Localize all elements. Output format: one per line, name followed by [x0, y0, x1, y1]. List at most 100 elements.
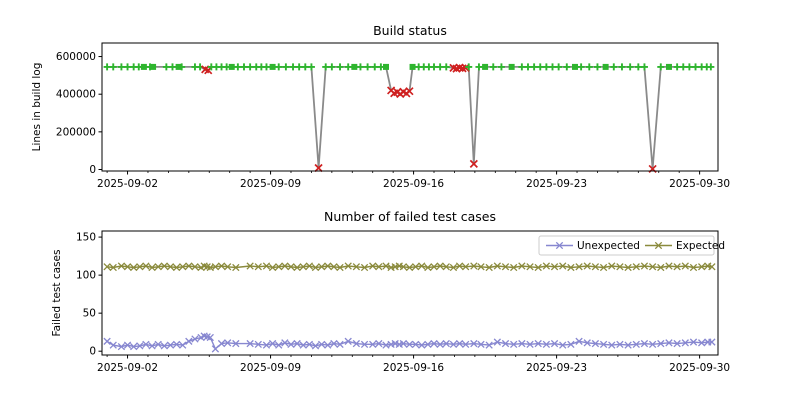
expected-x-marker — [375, 263, 383, 271]
ok-build-plus-marker — [524, 63, 532, 71]
ok-build-plus-marker — [356, 63, 364, 71]
expected-x-marker — [217, 262, 226, 270]
unexpected-x-marker — [449, 340, 458, 349]
x-tick-label: 2025-09-02 — [97, 178, 158, 190]
ok-build-square-marker — [269, 63, 276, 70]
ok-build-plus-marker — [692, 63, 700, 71]
ok-build-plus-marker — [618, 63, 626, 71]
y-tick-label: 0 — [89, 346, 96, 358]
ok-build-plus-marker — [442, 63, 450, 71]
y-tick-label: 600000 — [56, 51, 96, 63]
unexpected-x-marker — [411, 340, 420, 349]
y-axis: 0 200000 400000 600000 — [56, 51, 102, 176]
expected-x-marker — [534, 263, 542, 272]
unexpected-x-marker — [477, 340, 485, 349]
ok-build-plus-marker — [295, 63, 303, 71]
unexpected-x-marker — [117, 342, 126, 351]
ok-build-plus-marker — [430, 63, 438, 71]
expected-x-marker — [172, 263, 181, 272]
unexpected-x-marker — [673, 339, 681, 348]
expected-x-marker — [399, 263, 408, 271]
unexpected-x-marker — [154, 340, 162, 349]
unexpected-x-marker — [599, 340, 608, 349]
expected-x-marker — [211, 263, 220, 271]
expected-x-marker — [673, 263, 681, 271]
ok-build-plus-marker — [168, 63, 176, 71]
unexpected-x-marker — [254, 340, 262, 349]
chart-title: Number of failed test cases — [324, 209, 496, 224]
ok-build-plus-marker — [673, 63, 681, 71]
expected-x-marker — [632, 263, 640, 271]
ok-build-plus-marker — [178, 63, 186, 71]
unexpected-x-marker — [299, 341, 307, 349]
y-tick-label: 150 — [76, 232, 96, 244]
ok-build-plus-marker — [371, 63, 379, 71]
unexpected-x-marker — [697, 339, 706, 347]
y-axis-label: Lines in build log — [31, 63, 43, 152]
ok-build-square-marker — [382, 63, 389, 70]
axes-box — [101, 230, 719, 356]
expected-x-marker — [369, 262, 377, 270]
ok-build-plus-marker — [530, 63, 538, 71]
ok-build-plus-marker — [685, 63, 693, 71]
x-tick-label: 2025-09-16 — [383, 178, 444, 190]
ok-build-plus-marker — [563, 63, 571, 71]
unexpected-x-marker — [336, 340, 344, 349]
unexpected-x-marker — [470, 339, 478, 348]
x-tick-label: 2025-09-02 — [97, 362, 158, 374]
ok-build-plus-marker — [275, 63, 283, 71]
y-axis-label: Failed test cases — [51, 250, 63, 337]
unexpected-x-marker — [191, 335, 199, 343]
unexpected-x-marker — [317, 340, 326, 349]
expected-x-marker — [616, 263, 624, 271]
unexpected-x-marker — [109, 341, 117, 349]
expected-x-marker — [324, 262, 332, 270]
ok-build-plus-marker — [234, 63, 242, 71]
x-tick-label: 2025-09-09 — [240, 362, 301, 374]
expected-x-marker — [287, 263, 295, 271]
unexpected-x-marker — [268, 339, 277, 348]
unexpected-x-marker — [311, 342, 320, 350]
expected-x-marker — [567, 263, 575, 272]
expected-x-marker — [648, 263, 657, 271]
expected-x-marker — [232, 263, 240, 272]
x-tick-label: 2025-09-23 — [526, 178, 587, 190]
axes-box — [101, 42, 719, 172]
expected-x-marker — [299, 263, 307, 271]
ok-build-plus-marker — [475, 63, 483, 71]
unexpected-x-marker — [330, 339, 338, 348]
unexpected-x-marker — [455, 339, 464, 348]
expected-x-marker — [411, 263, 420, 271]
unexpected-x-marker — [166, 341, 175, 349]
ok-build-plus-marker — [103, 63, 111, 71]
failed-build-x-marker — [405, 87, 414, 96]
ok-build-plus-marker — [109, 63, 117, 71]
ok-build-plus-marker — [679, 63, 687, 71]
expected-x-marker — [317, 263, 326, 271]
unexpected-x-marker — [493, 338, 502, 346]
unexpected-x-marker — [624, 341, 632, 349]
unexpected-x-marker — [375, 339, 383, 348]
expected-x-marker — [624, 263, 632, 272]
y-axis: 0 50 100 150 — [76, 232, 102, 358]
expected-x-marker — [246, 262, 254, 270]
legend: Unexpected Expected — [538, 235, 725, 256]
expected-x-marker — [583, 262, 591, 270]
ok-build-plus-marker — [289, 63, 297, 71]
legend-x-marker-icon — [654, 241, 663, 250]
unexpected-x-marker — [510, 340, 518, 349]
expected-x-marker — [109, 263, 117, 272]
unexpected-x-marker — [708, 338, 716, 346]
ok-build-plus-marker — [707, 63, 715, 71]
ok-build-plus-marker — [555, 63, 563, 71]
unexpected-x-marker — [352, 339, 361, 348]
expected-x-marker — [449, 263, 458, 272]
ok-build-plus-marker — [577, 63, 585, 71]
expected-series — [103, 262, 716, 272]
unexpected-x-marker — [223, 339, 232, 347]
unexpected-x-marker — [399, 339, 408, 348]
ok-build-square-marker — [409, 63, 416, 70]
unexpected-x-marker — [640, 339, 649, 348]
ok-build-plus-marker — [117, 63, 125, 71]
expected-x-marker — [526, 263, 534, 271]
